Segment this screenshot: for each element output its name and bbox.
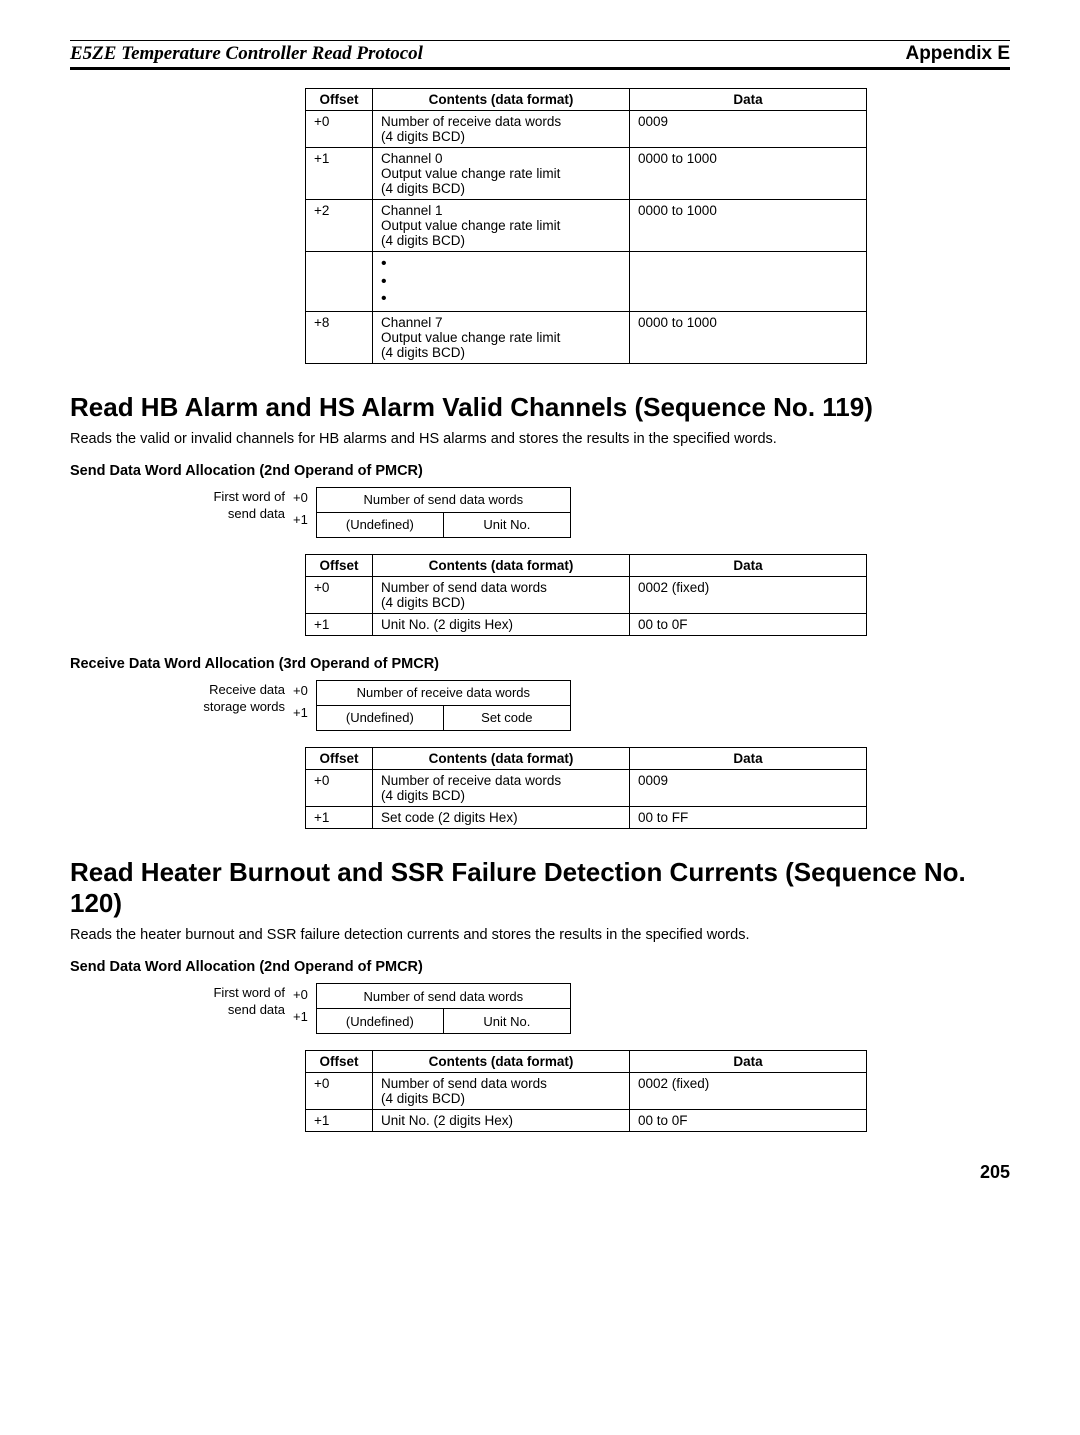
table-1: Offset Contents (data format) Data +0 Nu… (305, 88, 867, 364)
section-heading-119: Read HB Alarm and HS Alarm Valid Channel… (70, 392, 1010, 423)
table-row: +1 Channel 0 Output value change rate li… (306, 148, 867, 200)
header-left: E5ZE Temperature Controller Read Protoco… (70, 43, 423, 65)
send-subheading-119: Send Data Word Allocation (2nd Operand o… (70, 463, 1010, 479)
section-desc-120: Reads the heater burnout and SSR failure… (70, 927, 1010, 943)
send-alloc-diagram-119: First word of send data +0 +1 Number of … (190, 487, 1010, 538)
send-table-120: Offset Contents (data format) Data +0 Nu… (305, 1050, 867, 1132)
table-row: +1 Unit No. (2 digits Hex) 00 to 0F (306, 1110, 867, 1132)
send-subheading-120: Send Data Word Allocation (2nd Operand o… (70, 959, 1010, 975)
recv-subheading-119: Receive Data Word Allocation (3rd Operan… (70, 656, 1010, 672)
send-alloc-diagram-120: First word of send data +0 +1 Number of … (190, 983, 1010, 1034)
page-header: E5ZE Temperature Controller Read Protoco… (70, 40, 1010, 65)
table-row: +2 Channel 1 Output value change rate li… (306, 200, 867, 252)
header-right: Appendix E (905, 43, 1010, 65)
th-contents: Contents (data format) (373, 89, 630, 111)
table-row-dots: ••• (306, 252, 867, 312)
table-row: +1 Unit No. (2 digits Hex) 00 to 0F (306, 613, 867, 635)
page-number: 205 (70, 1162, 1010, 1183)
recv-table-119: Offset Contents (data format) Data +0 Nu… (305, 747, 867, 829)
table-row: +8 Channel 7 Output value change rate li… (306, 311, 867, 363)
section-heading-120: Read Heater Burnout and SSR Failure Dete… (70, 857, 1010, 919)
header-rule (70, 67, 1010, 70)
section-desc-119: Reads the valid or invalid channels for … (70, 431, 1010, 447)
recv-alloc-diagram-119: Receive data storage words +0 +1 Number … (190, 680, 1010, 731)
table-row: +0 Number of send data words (4 digits B… (306, 576, 867, 613)
table-row: +0 Number of receive data words (4 digit… (306, 111, 867, 148)
table-row: +1 Set code (2 digits Hex) 00 to FF (306, 806, 867, 828)
th-data: Data (630, 89, 867, 111)
table-row: +0 Number of send data words (4 digits B… (306, 1073, 867, 1110)
th-offset: Offset (306, 89, 373, 111)
send-table-119: Offset Contents (data format) Data +0 Nu… (305, 554, 867, 636)
table-row: +0 Number of receive data words (4 digit… (306, 769, 867, 806)
